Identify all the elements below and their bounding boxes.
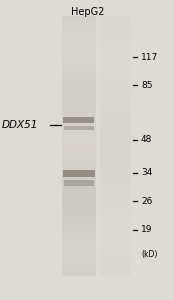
Text: HepG2: HepG2 — [71, 7, 105, 16]
Bar — [64, 180, 94, 186]
Bar — [63, 117, 94, 123]
Text: 26: 26 — [141, 196, 152, 206]
Text: 34: 34 — [141, 168, 152, 177]
Bar — [64, 126, 94, 130]
Text: (kD): (kD) — [141, 250, 157, 260]
Text: 19: 19 — [141, 225, 152, 234]
Text: 48: 48 — [141, 135, 152, 144]
Text: DDX51: DDX51 — [2, 119, 38, 130]
Text: 117: 117 — [141, 52, 158, 62]
Text: 85: 85 — [141, 81, 152, 90]
Bar — [63, 170, 95, 177]
